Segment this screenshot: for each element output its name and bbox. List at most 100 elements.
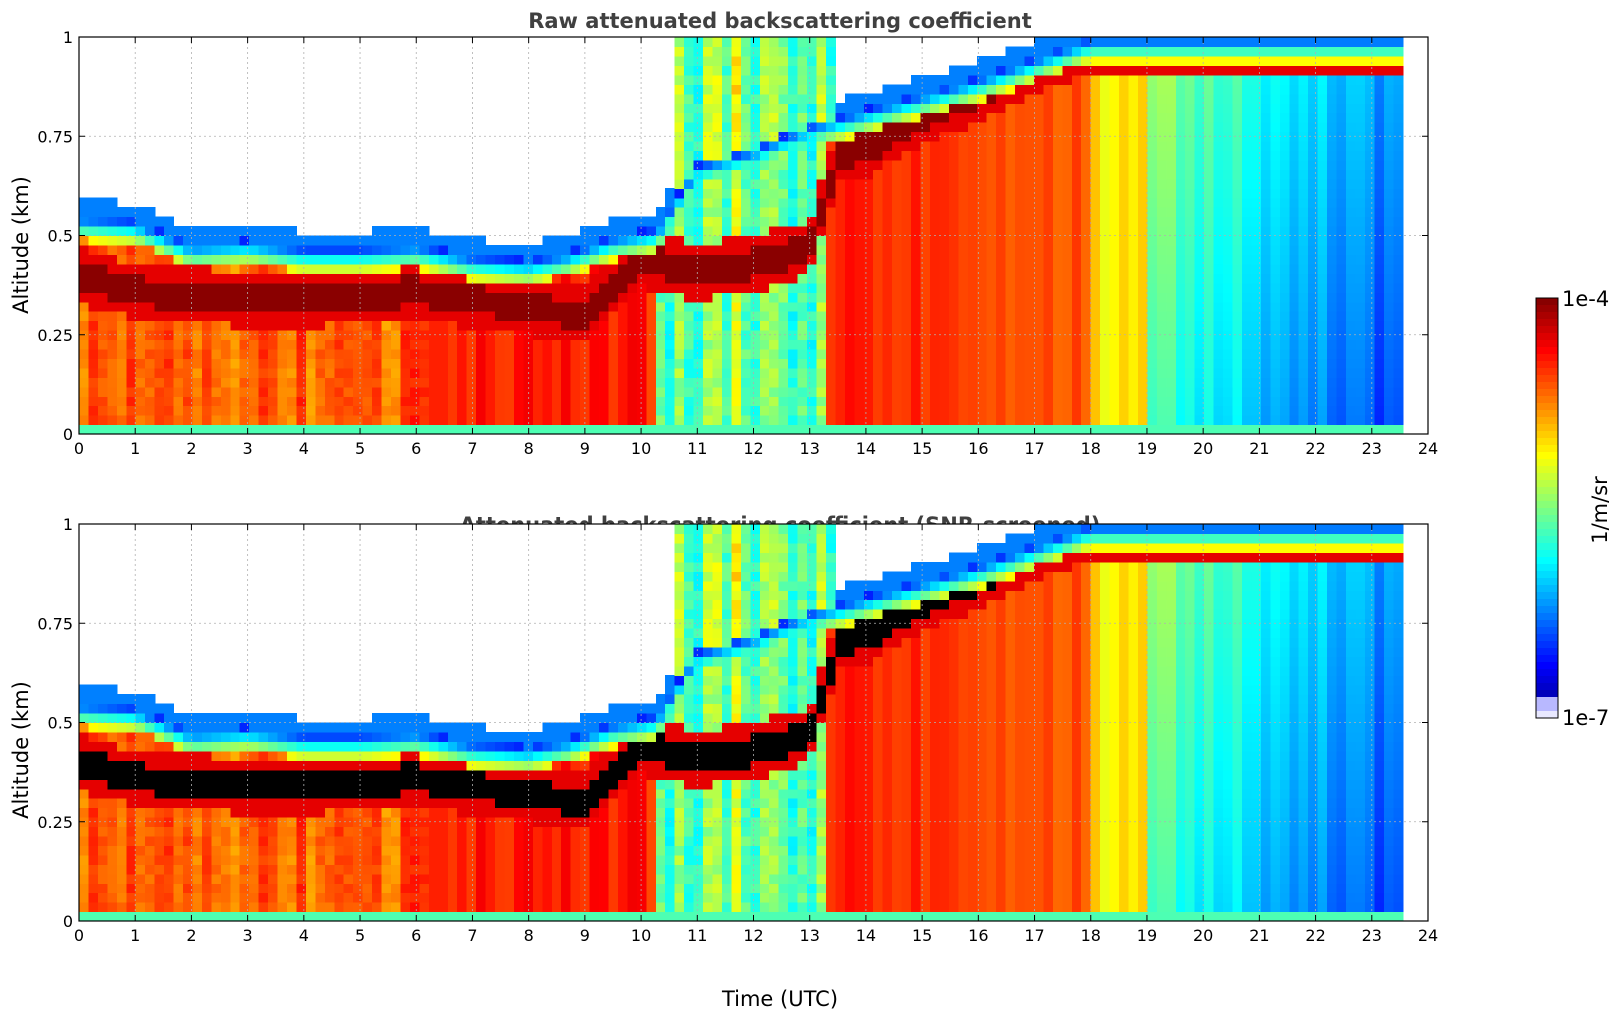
heatmap-cell xyxy=(665,263,676,274)
heatmap-cell xyxy=(173,263,184,274)
heatmap-cell xyxy=(693,254,704,265)
heatmap-cell xyxy=(1175,216,1186,227)
heatmap-cell xyxy=(731,282,742,293)
heatmap-cell xyxy=(911,93,922,104)
heatmap-cell xyxy=(1232,282,1243,293)
heatmap-cell xyxy=(977,55,988,66)
heatmap-cell xyxy=(731,84,742,95)
heatmap-cell xyxy=(1043,330,1054,341)
heatmap-cell xyxy=(740,282,751,293)
heatmap-cell xyxy=(542,367,553,378)
heatmap-cell xyxy=(929,93,941,104)
heatmap-cell xyxy=(97,207,108,218)
heatmap-cell xyxy=(788,282,799,293)
heatmap-cell xyxy=(1024,188,1035,199)
heatmap-cell xyxy=(1308,103,1319,114)
heatmap-cell xyxy=(428,358,439,369)
heatmap-cell xyxy=(740,93,751,104)
heatmap-cell xyxy=(324,301,335,312)
heatmap-cell xyxy=(731,93,742,104)
heatmap-cell xyxy=(1071,415,1082,426)
heatmap-cell xyxy=(1260,386,1271,397)
heatmap-cell xyxy=(996,367,1007,378)
heatmap-cell xyxy=(438,311,449,322)
heatmap-cell xyxy=(315,273,326,284)
heatmap-cell xyxy=(287,282,298,293)
heatmap-cell xyxy=(542,292,553,303)
heatmap-cell xyxy=(1383,339,1394,350)
heatmap-cell xyxy=(173,405,184,416)
heatmap-cell xyxy=(731,197,742,208)
heatmap-cell xyxy=(996,396,1007,407)
heatmap-cell xyxy=(873,150,884,161)
heatmap-cell xyxy=(1383,273,1394,284)
heatmap-cell xyxy=(589,254,600,265)
heatmap-cell xyxy=(1185,207,1196,218)
heatmap-cell xyxy=(220,301,231,312)
heatmap-cell xyxy=(911,367,922,378)
heatmap-cell xyxy=(967,358,978,369)
heatmap-cell xyxy=(703,320,714,331)
heatmap-cell xyxy=(948,424,959,435)
heatmap-cell xyxy=(1185,74,1196,85)
heatmap-cell xyxy=(797,292,808,303)
heatmap-cell xyxy=(1336,367,1347,378)
heatmap-cell xyxy=(201,377,212,388)
heatmap-cell xyxy=(1062,415,1073,426)
heatmap-cell xyxy=(1374,140,1385,152)
heatmap-cell xyxy=(173,311,184,322)
heatmap-cell xyxy=(967,282,978,293)
heatmap-cell xyxy=(599,339,610,350)
heatmap-cell xyxy=(391,273,402,284)
heatmap-cell xyxy=(655,405,666,416)
heatmap-cell xyxy=(1052,339,1063,350)
heatmap-cell xyxy=(1185,103,1196,114)
heatmap-cell xyxy=(116,273,127,284)
heatmap-cell xyxy=(258,254,269,265)
heatmap-cell xyxy=(220,311,231,322)
heatmap-cell xyxy=(769,358,780,369)
heatmap-cell xyxy=(447,405,458,416)
heatmap-cell xyxy=(665,282,676,293)
heatmap-cell xyxy=(485,254,496,265)
heatmap-cell xyxy=(249,424,260,435)
heatmap-cell xyxy=(79,358,90,369)
heatmap-cell xyxy=(788,169,799,180)
heatmap-cell xyxy=(703,46,714,57)
heatmap-cell xyxy=(220,424,231,435)
heatmap-cell xyxy=(79,263,90,274)
heatmap-cell xyxy=(1185,301,1196,312)
heatmap-cell xyxy=(126,703,137,714)
heatmap-cell xyxy=(759,188,770,199)
heatmap-cell xyxy=(1374,320,1385,331)
heatmap-cell xyxy=(97,911,108,922)
heatmap-cell xyxy=(135,788,146,799)
heatmap-cell xyxy=(230,263,241,274)
heatmap-cell xyxy=(1279,169,1290,180)
heatmap-cell xyxy=(192,835,203,846)
heatmap-cell xyxy=(428,339,439,350)
heatmap-cell xyxy=(268,292,279,303)
heatmap-cell xyxy=(939,122,950,133)
heatmap-cell xyxy=(825,282,837,293)
heatmap-cell xyxy=(192,339,203,350)
heatmap-cell xyxy=(901,226,912,237)
heatmap-cell xyxy=(948,159,959,170)
heatmap-cell xyxy=(948,263,959,274)
heatmap-cell xyxy=(88,424,99,435)
heatmap-cell xyxy=(1185,377,1196,388)
heatmap-cell xyxy=(211,415,222,426)
heatmap-cell xyxy=(211,273,222,284)
heatmap-cell xyxy=(788,150,799,161)
heatmap-cell xyxy=(1052,122,1063,133)
heatmap-cell xyxy=(721,216,732,227)
heatmap-cell xyxy=(769,226,780,237)
heatmap-cell xyxy=(1166,65,1177,76)
heatmap-cell xyxy=(79,845,90,856)
heatmap-cell xyxy=(1119,415,1130,426)
heatmap-cell xyxy=(731,112,742,123)
heatmap-cell xyxy=(911,74,922,85)
heatmap-cell xyxy=(1327,169,1338,180)
heatmap-cell xyxy=(1327,207,1338,218)
heatmap-cell xyxy=(693,301,704,312)
